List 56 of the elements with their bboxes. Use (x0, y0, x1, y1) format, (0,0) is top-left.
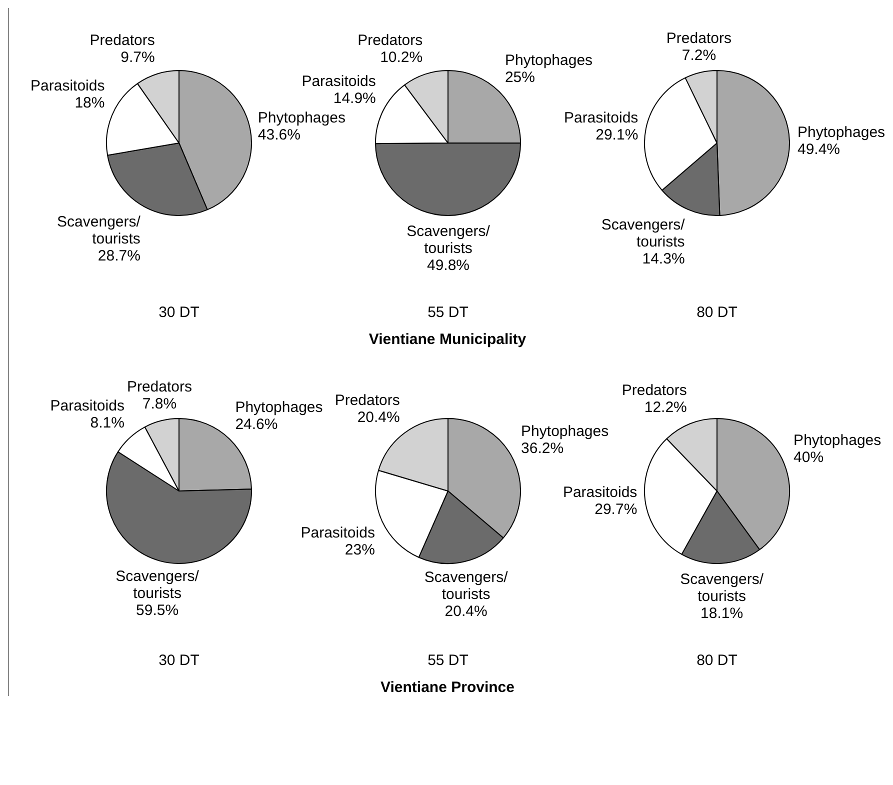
data-label: 12.2% (644, 398, 687, 416)
text: 80 DT (696, 652, 738, 669)
data-label: 8.1% (90, 414, 124, 432)
slice-label: Predators (622, 382, 687, 399)
slice-label: Parasitoids (50, 397, 124, 414)
slice-label: Scavengers/ tourists (680, 570, 764, 605)
data-label: 9.7% (120, 48, 155, 66)
text: 30 DT (158, 304, 200, 321)
slice-label: Parasitoids (302, 72, 376, 90)
slice-label: Phytophages (258, 110, 346, 127)
slice-label: Predators (358, 32, 423, 50)
data-label: 24.6% (235, 416, 278, 434)
slice-label: Phytophages (521, 422, 609, 440)
slice-label: Phytophages (504, 52, 593, 69)
data-label: 59.5% (136, 602, 179, 620)
text: 30 DT (158, 652, 200, 669)
data-label: 36.2% (521, 440, 564, 457)
data-label: 20.4% (444, 603, 488, 620)
data-label: 29.7% (594, 500, 638, 518)
data-label: 29.1% (596, 126, 638, 144)
data-label: 18% (74, 94, 105, 112)
text: Vientiane Province (380, 679, 516, 696)
data-label: 18.1% (700, 604, 744, 622)
data-label: 7.2% (682, 47, 716, 64)
data-label: 10.2% (380, 49, 423, 66)
data-label: 40% (794, 448, 824, 466)
data-label: 20.4% (357, 409, 400, 426)
slice-label: Phytophages (797, 124, 886, 142)
slice-label: Predators (334, 392, 400, 410)
slice-label: Parasitoids (300, 524, 375, 542)
slice-label: Scavengers/ tourists (424, 569, 509, 604)
text: 55 DT (428, 652, 468, 669)
slice-label: Scavengers/ tourists (601, 216, 686, 250)
text: 80 DT (696, 304, 738, 321)
slice-label: Scavengers/ tourists (116, 568, 200, 602)
slice-label: Parasitoids (30, 78, 105, 95)
slice-label: Predators (666, 30, 732, 48)
data-label: 25% (504, 68, 535, 86)
slice-label: Predators (90, 32, 155, 49)
data-label: 23% (344, 541, 375, 558)
slice-label: Phytophages (794, 432, 882, 449)
text: Vientiane Municipality (368, 331, 528, 348)
data-label: 49.4% (797, 141, 840, 158)
slice-label: Parasitoids (562, 484, 638, 501)
data-label: 28.7% (98, 247, 140, 264)
slice-label: Parasitoids (564, 109, 638, 126)
slice-label: Scavengers/ tourists (406, 223, 491, 258)
slice-label: Scavengers/ tourists (57, 213, 142, 248)
text: 55 DT (428, 304, 468, 321)
slice-label: Phytophages (235, 399, 323, 416)
data-label: 14.9% (333, 90, 376, 107)
data-label: 43.6% (258, 126, 300, 144)
data-label: 14.3% (642, 250, 685, 268)
data-label: 49.8% (426, 257, 470, 274)
data-label: 7.8% (142, 396, 177, 413)
slice-label: Predators (126, 378, 192, 396)
